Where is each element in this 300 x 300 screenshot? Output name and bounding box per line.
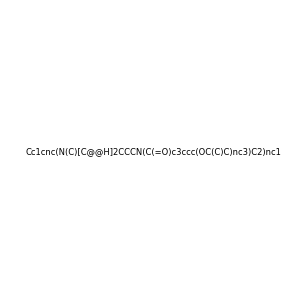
Text: Cc1cnc(N(C)[C@@H]2CCCN(C(=O)c3ccc(OC(C)C)nc3)C2)nc1: Cc1cnc(N(C)[C@@H]2CCCN(C(=O)c3ccc(OC(C)C…: [26, 147, 282, 156]
